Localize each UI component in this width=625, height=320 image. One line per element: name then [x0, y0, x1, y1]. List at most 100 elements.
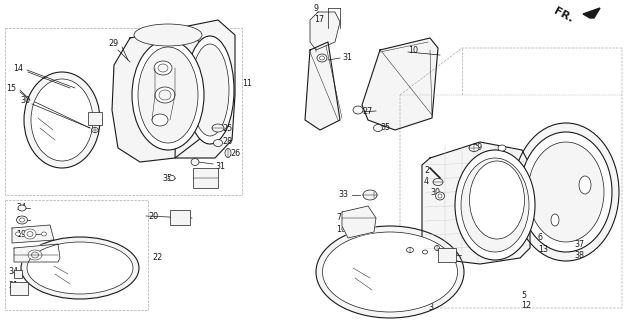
Polygon shape [583, 8, 600, 18]
Ellipse shape [191, 44, 229, 136]
Ellipse shape [528, 142, 604, 242]
Ellipse shape [191, 158, 199, 165]
Ellipse shape [433, 179, 443, 186]
Ellipse shape [461, 158, 529, 252]
Ellipse shape [551, 214, 559, 226]
Ellipse shape [155, 87, 175, 103]
Ellipse shape [138, 47, 198, 143]
Text: 33: 33 [338, 189, 348, 198]
Text: 26: 26 [230, 148, 240, 157]
Polygon shape [362, 38, 438, 130]
Text: 3: 3 [428, 303, 433, 313]
Ellipse shape [18, 205, 26, 211]
Ellipse shape [520, 132, 612, 252]
Ellipse shape [152, 114, 168, 126]
Text: 28: 28 [222, 137, 232, 146]
Text: 14: 14 [13, 63, 23, 73]
Text: 34: 34 [8, 268, 18, 276]
Text: FR.: FR. [552, 5, 575, 24]
Text: 1: 1 [428, 293, 433, 302]
Ellipse shape [27, 231, 33, 236]
Ellipse shape [158, 64, 168, 72]
Ellipse shape [31, 252, 39, 258]
Ellipse shape [225, 148, 231, 157]
Ellipse shape [353, 106, 363, 114]
Bar [193, 168, 218, 188]
Text: 15: 15 [6, 84, 16, 92]
Polygon shape [342, 206, 376, 238]
Text: 4: 4 [424, 177, 429, 186]
Text: 5: 5 [521, 291, 526, 300]
Bar [5, 200, 148, 310]
Ellipse shape [27, 242, 133, 294]
Ellipse shape [134, 24, 202, 46]
Text: 10: 10 [408, 45, 418, 54]
Text: 35: 35 [380, 123, 390, 132]
Text: 24: 24 [16, 203, 26, 212]
Text: 20: 20 [148, 212, 158, 220]
Text: 6: 6 [538, 233, 543, 242]
Text: 35: 35 [162, 173, 172, 182]
Text: 12: 12 [521, 301, 531, 310]
Text: 9: 9 [314, 4, 319, 12]
Ellipse shape [374, 124, 382, 132]
Polygon shape [305, 42, 340, 130]
Ellipse shape [214, 140, 222, 147]
Text: 25: 25 [222, 124, 232, 132]
Text: 17: 17 [314, 14, 324, 23]
Ellipse shape [436, 192, 444, 200]
Ellipse shape [322, 232, 458, 312]
Polygon shape [14, 244, 60, 262]
Text: 11: 11 [242, 78, 252, 87]
Ellipse shape [513, 123, 619, 261]
Ellipse shape [28, 250, 42, 260]
Text: 2: 2 [424, 165, 429, 174]
Text: 18: 18 [198, 169, 208, 178]
Ellipse shape [24, 229, 36, 239]
Ellipse shape [455, 150, 535, 260]
Ellipse shape [363, 190, 377, 200]
Ellipse shape [154, 61, 172, 75]
Text: 16: 16 [336, 225, 346, 234]
Ellipse shape [169, 175, 175, 180]
Ellipse shape [186, 36, 234, 144]
Bar [14, 270, 22, 278]
Ellipse shape [498, 145, 506, 151]
Polygon shape [310, 12, 340, 50]
Bar [88, 112, 102, 125]
Ellipse shape [41, 232, 46, 236]
Polygon shape [175, 20, 235, 158]
Text: 37: 37 [574, 239, 584, 249]
Ellipse shape [406, 247, 414, 252]
Polygon shape [112, 28, 210, 162]
Ellipse shape [132, 40, 204, 150]
Text: 30: 30 [430, 188, 440, 196]
Text: 21: 21 [8, 282, 18, 291]
Text: 8: 8 [447, 250, 452, 259]
Bar [170, 210, 190, 225]
Ellipse shape [159, 90, 171, 100]
Text: 31: 31 [342, 52, 352, 61]
Ellipse shape [434, 245, 439, 251]
Ellipse shape [21, 237, 139, 299]
Polygon shape [422, 142, 530, 264]
Text: 23: 23 [16, 215, 26, 225]
Text: 22: 22 [152, 253, 162, 262]
Ellipse shape [579, 176, 591, 194]
Ellipse shape [91, 127, 99, 132]
Text: 36: 36 [198, 180, 208, 189]
Text: 32: 32 [430, 266, 440, 275]
Ellipse shape [31, 79, 93, 161]
Ellipse shape [16, 232, 21, 236]
Ellipse shape [469, 161, 524, 239]
Text: 38: 38 [574, 251, 584, 260]
Ellipse shape [16, 216, 28, 224]
Bar [10, 282, 28, 295]
Text: 13: 13 [538, 244, 548, 253]
Bar [5, 28, 242, 195]
Text: 29: 29 [108, 38, 118, 47]
Text: 31: 31 [215, 162, 225, 171]
Ellipse shape [438, 194, 442, 198]
Text: 29: 29 [472, 142, 482, 151]
Ellipse shape [316, 226, 464, 318]
